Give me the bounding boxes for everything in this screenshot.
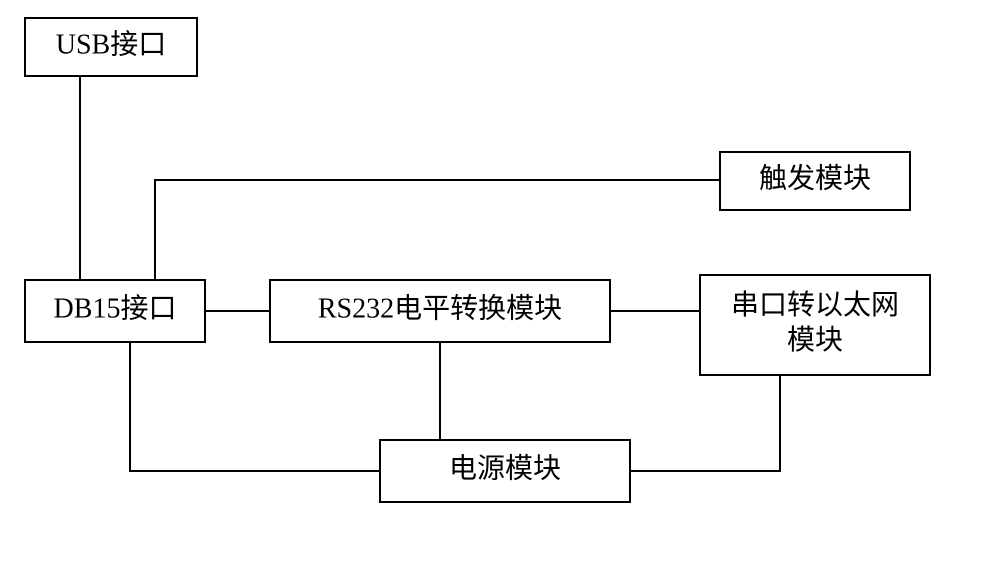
node-rs232-label: RS232电平转换模块 xyxy=(318,292,562,324)
node-db15: DB15接口 xyxy=(25,280,205,342)
node-trigger-label: 触发模块 xyxy=(759,162,871,194)
node-usb: USB接口 xyxy=(25,18,197,76)
node-usb-label: USB接口 xyxy=(56,28,166,60)
node-trigger: 触发模块 xyxy=(720,152,910,210)
node-serial-label: 串口转以太网 xyxy=(731,289,899,321)
node-serial: 串口转以太网模块 xyxy=(700,275,930,375)
edge-serial-to-power xyxy=(630,375,780,471)
edge-db15-to-power xyxy=(130,342,380,471)
node-power: 电源模块 xyxy=(380,440,630,502)
edge-db15-to-trigger xyxy=(155,180,720,280)
node-power-label: 电源模块 xyxy=(449,452,561,484)
node-db15-label: DB15接口 xyxy=(54,292,177,324)
block-diagram: USB接口触发模块 DB15接口 RS232电平转换模块 串口转以太网模块电源模块 xyxy=(0,0,1000,567)
node-serial-label: 模块 xyxy=(787,324,843,356)
node-rs232: RS232电平转换模块 xyxy=(270,280,610,342)
